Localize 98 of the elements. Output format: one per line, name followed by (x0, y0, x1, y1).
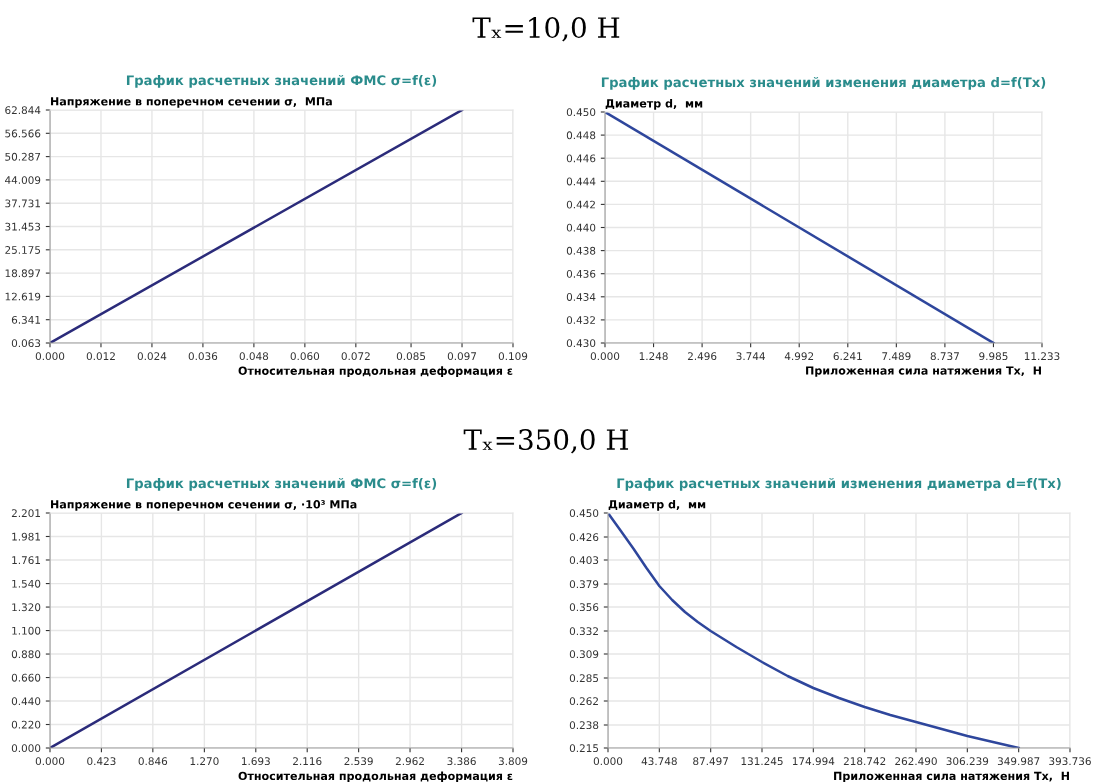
y-tick-label: 56.566 (5, 129, 41, 138)
x-tick-label: 0.012 (86, 352, 115, 361)
x-tick-label: 0.036 (188, 352, 218, 361)
y-tick-label: 0.450 (569, 509, 599, 518)
y-axis-title: Напряжение в поперечном сечении σ, МПа (51, 97, 332, 108)
x-tick-label: 262.490 (895, 757, 937, 766)
y-tick-label: 31.453 (5, 222, 41, 231)
x-tick-label: 3.809 (498, 757, 528, 766)
y-tick-label: 0.660 (11, 673, 41, 682)
y-tick-label: 0.880 (11, 650, 41, 659)
x-tick-label: 8.737 (930, 352, 959, 361)
x-tick-label: 3.386 (447, 757, 476, 766)
x-tick-label: 131.245 (741, 757, 783, 766)
y-tick-label: 1.761 (12, 556, 41, 565)
x-axis-title: Приложенная сила натяжения Tx, Н (834, 771, 1069, 782)
y-tick-label: 6.341 (11, 315, 41, 324)
x-axis-title: Относительная продольная деформация ε (238, 771, 513, 782)
x-tick-label: 0.000 (35, 352, 65, 361)
y-tick-label: 0.436 (566, 269, 596, 278)
x-tick-label: 2.496 (687, 352, 717, 361)
y-tick-label: 1.981 (12, 532, 41, 541)
x-axis-title: Приложенная сила натяжения Tx, Н (806, 366, 1041, 377)
y-tick-label: 0.432 (566, 316, 595, 325)
y-tick-label: 0.379 (569, 580, 599, 589)
y-tick-label: 0.403 (569, 556, 599, 565)
x-tick-label: 0.109 (498, 352, 528, 361)
y-tick-label: 1.320 (12, 603, 41, 612)
x-tick-label: 0.000 (593, 757, 623, 766)
text: Tₓ=10,0 Н (472, 17, 620, 42)
y-tick-label: 25.175 (5, 246, 41, 254)
x-tick-label: 0.072 (341, 352, 370, 361)
x-tick-label: 7.489 (882, 352, 911, 361)
y-tick-label: 0.430 (566, 339, 596, 348)
y-tick-label: 0.215 (569, 744, 599, 753)
x-tick-label: 4.992 (784, 352, 814, 361)
y-tick-label: 0.444 (566, 177, 596, 186)
x-axis-title: Относительная продольная деформация ε (238, 366, 513, 378)
x-tick-label: 43.748 (641, 757, 677, 766)
x-tick-label: 0.423 (87, 757, 116, 766)
y-tick-label: 0.262 (569, 697, 598, 706)
y-tick-label: 0.448 (566, 131, 596, 140)
x-tick-label: 3.744 (736, 352, 765, 361)
x-tick-label: 2.962 (395, 757, 424, 766)
y-tick-label: 0.440 (11, 697, 41, 706)
y-tick-label: 0.285 (569, 674, 599, 683)
x-tick-label: 2.539 (344, 757, 373, 766)
x-tick-label: 349.987 (997, 757, 1040, 766)
y-axis-title: Напряжение в поперечном сечении σ, ·10³ МПа (51, 500, 357, 511)
y-tick-label: 62.844 (5, 106, 41, 115)
x-tick-label: 0.024 (137, 352, 167, 361)
x-tick-label: 0.085 (396, 352, 426, 361)
text: Tₓ=350,0 Н (463, 429, 629, 454)
y-tick-label: 0.063 (11, 339, 41, 348)
x-tick-label: 0.048 (239, 352, 269, 361)
y-tick-label: 37.731 (5, 199, 41, 208)
y-tick-label: 0.450 (566, 108, 596, 117)
y-tick-label: 0.434 (566, 293, 596, 301)
x-tick-label: 6.241 (833, 352, 862, 361)
chart-title: График расчетных значений изменения диаметра d=f(Tx) (601, 76, 1046, 90)
x-tick-label: 9.985 (979, 352, 1008, 361)
y-tick-label: 12.619 (5, 292, 41, 301)
x-tick-label: 0.846 (138, 757, 168, 766)
y-tick-label: 0.000 (11, 744, 41, 753)
x-tick-label: 1.270 (190, 757, 219, 766)
chart-title: График расчетных значений изменения диаметра d=f(Tx) (617, 477, 1061, 491)
y-tick-label: 2.201 (11, 509, 41, 518)
y-tick-label: 0.356 (569, 603, 599, 612)
y-tick-label: 1.100 (12, 626, 41, 635)
x-tick-label: 218.742 (843, 757, 886, 766)
y-tick-label: 0.238 (569, 721, 599, 730)
x-tick-label: 87.497 (693, 757, 728, 766)
y-tick-label: 0.438 (566, 246, 596, 255)
y-tick-label: 0.220 (11, 720, 41, 729)
chart-title: График расчетных значений ФМС σ=f(ε) (126, 74, 437, 88)
y-tick-label: 0.440 (566, 223, 596, 232)
y-tick-label: 44.009 (5, 176, 41, 185)
chart-title: График расчетных значений ФМС σ=f(ε) (126, 477, 437, 491)
x-tick-label: 174.994 (792, 757, 835, 766)
y-tick-label: 50.287 (5, 152, 41, 161)
x-tick-label: 1.248 (639, 352, 668, 361)
y-tick-label: 0.309 (569, 650, 599, 659)
y-tick-label: 0.446 (566, 154, 596, 163)
x-tick-label: 0.060 (290, 352, 320, 361)
y-tick-label: 0.426 (569, 533, 599, 542)
x-tick-label: 393.736 (1049, 757, 1091, 766)
x-tick-label: 0.097 (447, 352, 477, 361)
x-tick-label: 2.116 (293, 757, 322, 766)
y-tick-label: 0.332 (569, 627, 598, 636)
x-tick-label: 11.233 (1024, 352, 1060, 361)
y-tick-label: 0.442 (566, 200, 595, 209)
y-tick-label: 18.897 (5, 269, 41, 278)
y-tick-label: 1.540 (12, 579, 41, 588)
x-tick-label: 0.000 (35, 757, 65, 766)
x-tick-label: 0.000 (590, 352, 620, 361)
x-tick-label: 306.239 (946, 757, 989, 766)
y-axis-title: Диаметр d, мм (605, 98, 703, 110)
y-axis-title: Диаметр d, мм (608, 499, 706, 511)
x-tick-label: 1.693 (242, 757, 270, 766)
